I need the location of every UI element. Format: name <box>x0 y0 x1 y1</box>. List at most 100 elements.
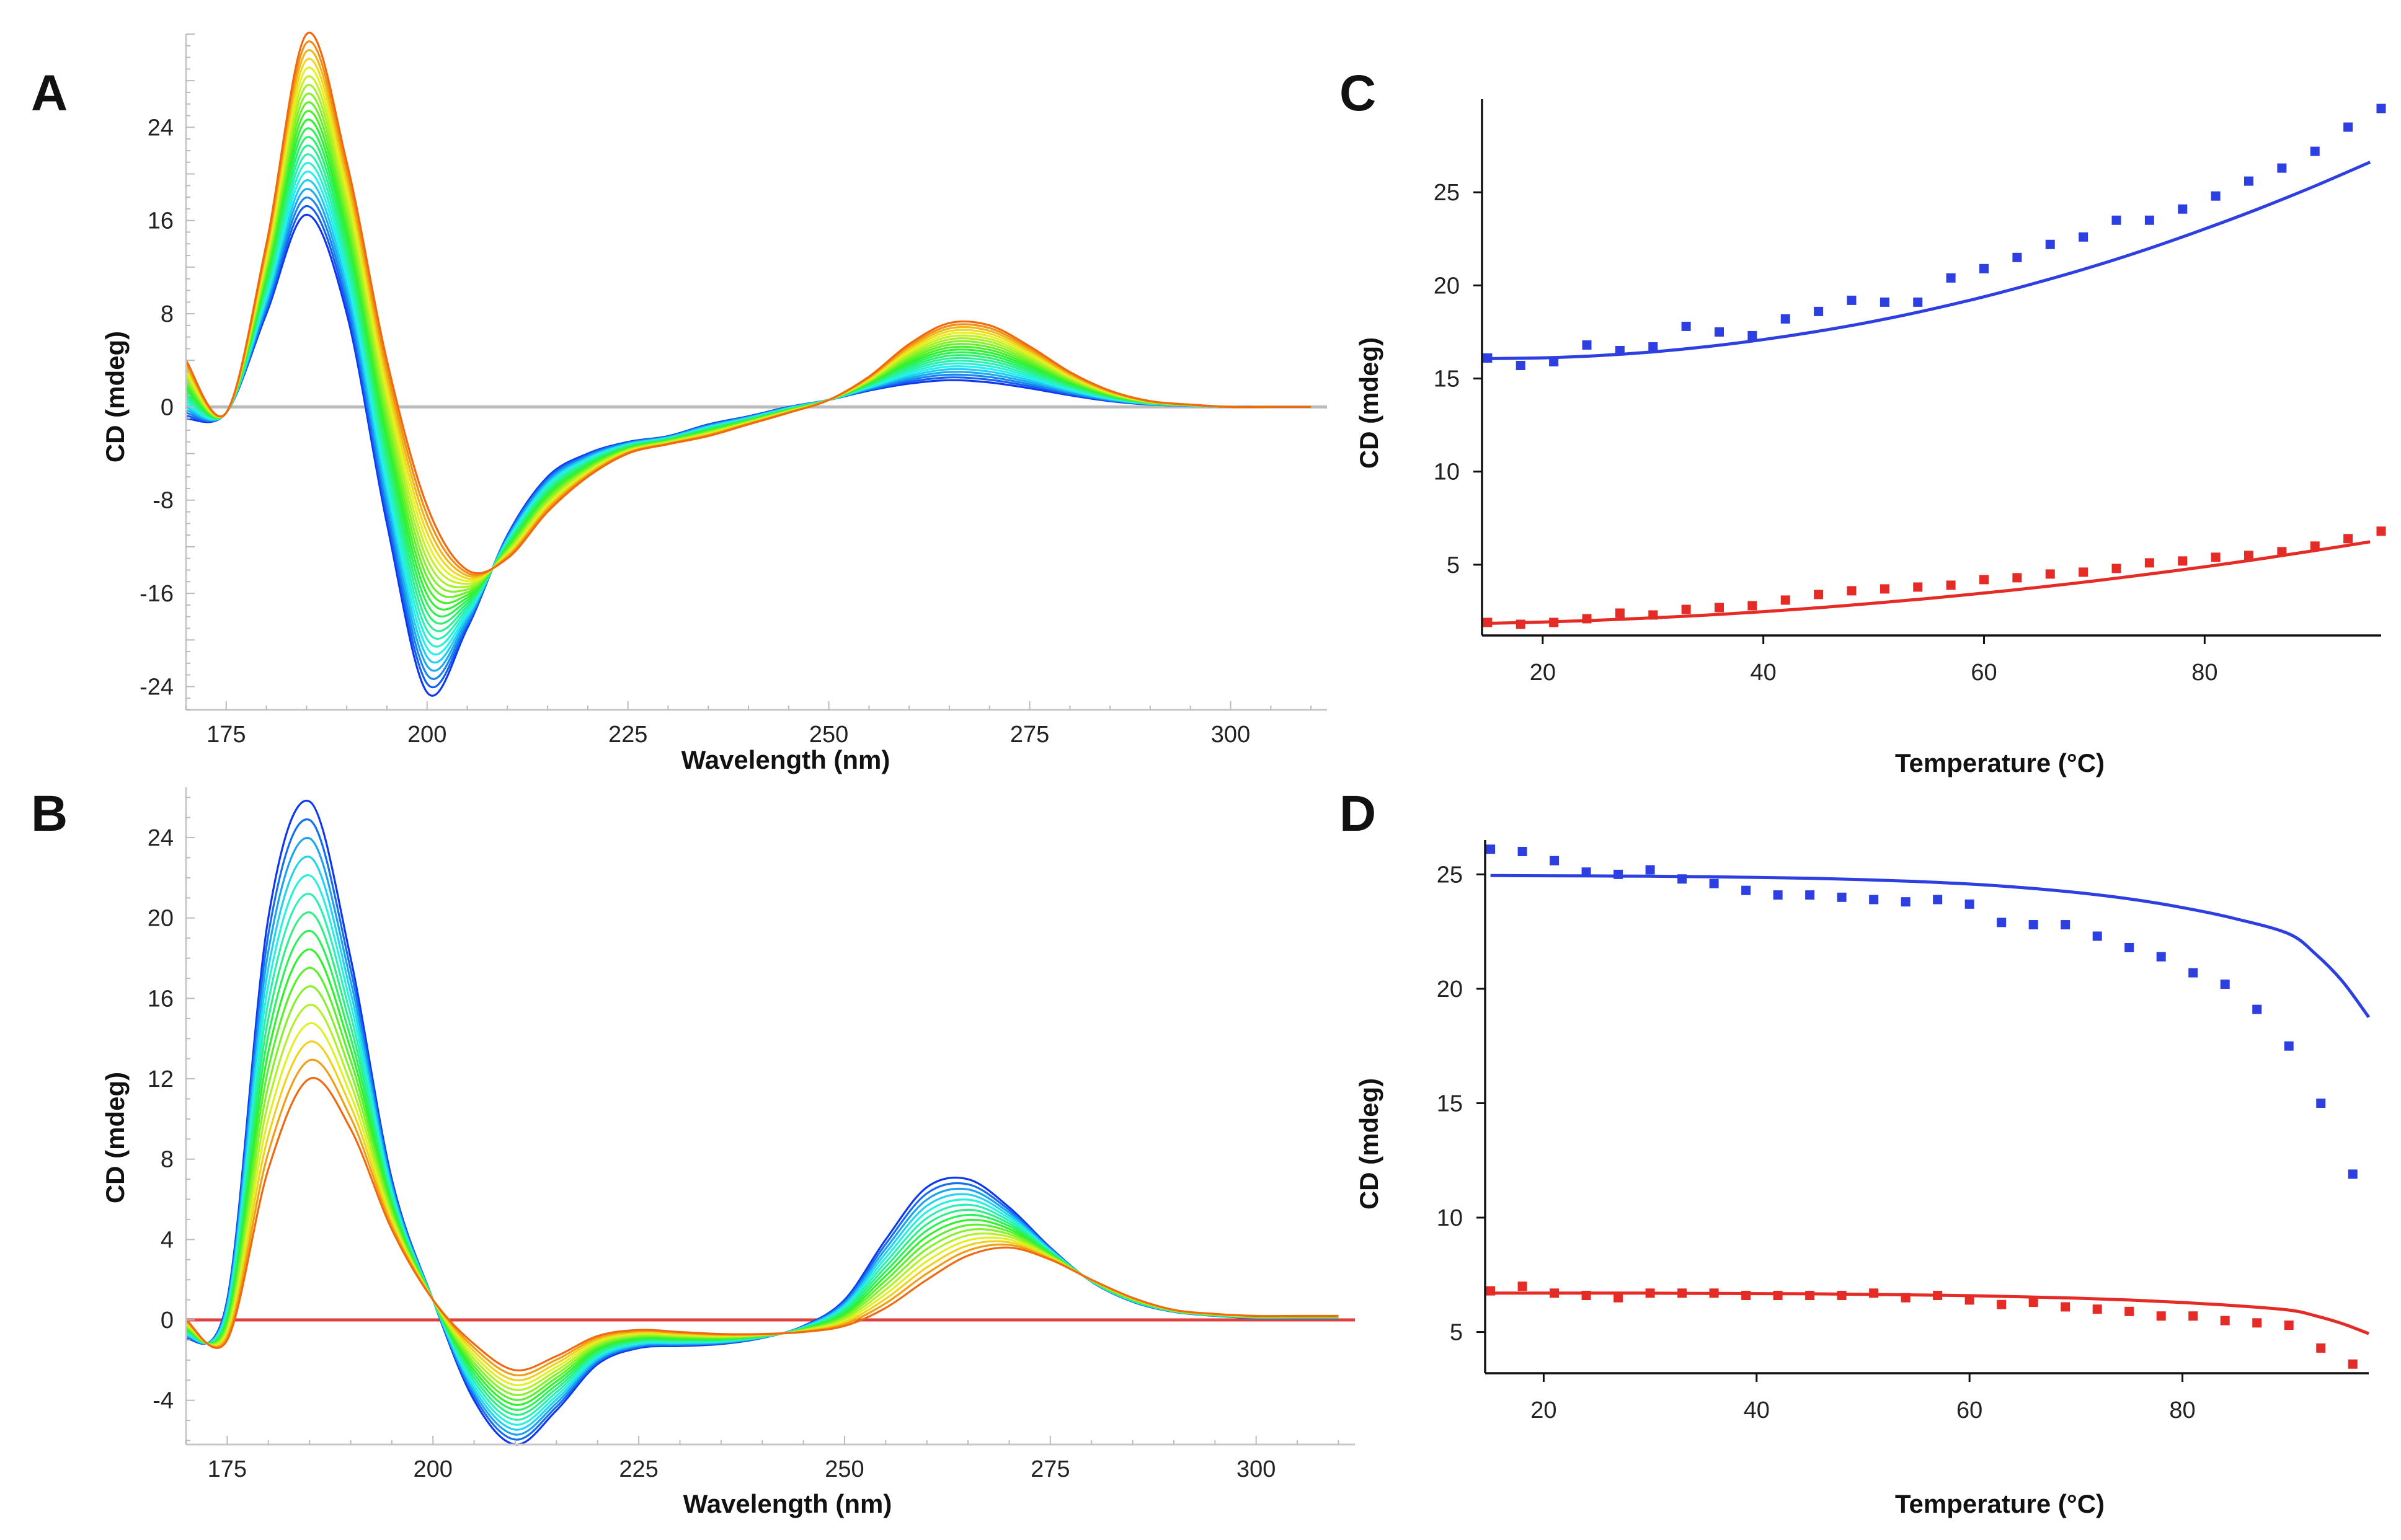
panel-b-y-tick-label: -4 <box>153 1388 174 1414</box>
panel-a-series <box>185 32 1311 697</box>
panel-c-point-blue <box>1582 340 1592 350</box>
panel-d-point-red <box>2124 1306 2134 1316</box>
panel-a-x-tick-label: 200 <box>407 722 446 748</box>
panel-d-point-blue <box>2061 920 2070 930</box>
panel-c-ticks: 20 40 60 80 25 20 15 10 5 <box>1434 180 2218 686</box>
panel-a-x-tick-label: 300 <box>1211 722 1250 748</box>
panel-a-spectrum-line <box>185 32 1311 575</box>
panel-d-axes <box>1476 840 2369 1382</box>
panel-c-point-red <box>1913 582 1923 592</box>
panel-c-point-blue <box>1681 321 1691 331</box>
panel-b-y-tick-label: 20 <box>148 906 174 932</box>
panel-d-ticks: 20 40 60 80 25 20 15 10 5 <box>1437 862 2196 1423</box>
panel-c-point-red <box>2343 534 2353 544</box>
panel-d-point-red <box>1805 1291 1815 1301</box>
panel-a-x-tick-label: 250 <box>809 722 848 748</box>
panel-b-spectrum-line <box>185 911 1339 1416</box>
panel-b-xlabel: Wavelength (nm) <box>683 1489 892 1518</box>
panel-c-point-blue <box>1715 327 1724 337</box>
panel-d-point-red <box>1581 1291 1591 1301</box>
panel-d-point-blue <box>1805 890 1815 900</box>
panel-b-y-tick-label: 4 <box>161 1227 174 1253</box>
panel-c-point-red <box>1615 608 1625 618</box>
panel-c-y-tick-label: 5 <box>1447 552 1460 578</box>
panel-d-point-blue <box>1901 897 1911 907</box>
panel-b-x-tick-label: 175 <box>208 1456 247 1482</box>
panel-c-point-red <box>2310 541 2320 551</box>
panel-d-point-blue <box>2156 952 2166 962</box>
panel-c-y-tick-label: 25 <box>1434 180 1460 206</box>
panel-a-x-tick-label: 275 <box>1010 722 1049 748</box>
panel-d-point-blue <box>2124 942 2134 952</box>
panel-c-y-tick-label: 15 <box>1434 366 1460 392</box>
panel-c-point-red <box>2012 573 2022 583</box>
panel-b-label: B <box>31 785 68 842</box>
panel-c-point-blue <box>1549 356 1559 366</box>
panel-c-point-blue <box>2079 232 2088 242</box>
panel-c-axes <box>1473 99 2381 644</box>
panel-c: C 20 40 60 80 25 20 15 10 5 Temperature (°C) CD … <box>1339 65 2386 777</box>
panel-c-x-tick-label: 80 <box>2191 660 2217 686</box>
panel-c-point-red <box>2244 551 2254 560</box>
panel-d-point-blue <box>2220 980 2230 989</box>
panel-d-point-red <box>2092 1304 2102 1314</box>
panel-d-point-blue <box>1550 856 1560 865</box>
panel-d-label: D <box>1339 785 1376 842</box>
panel-c-point-blue <box>2012 252 2022 262</box>
panel-d-point-blue <box>1741 885 1751 895</box>
panel-d-point-blue <box>1837 892 1847 902</box>
panel-d-point-red <box>1837 1291 1847 1301</box>
panel-a-spectrum-line <box>185 110 1311 604</box>
panel-c-point-blue <box>1979 263 1989 273</box>
panel-d-point-red <box>1901 1293 1911 1303</box>
panel-c-point-blue <box>1880 297 1889 307</box>
panel-d-xlabel: Temperature (°C) <box>1895 1489 2105 1518</box>
panel-b-x-tick-label: 225 <box>619 1456 658 1482</box>
panel-c-xlabel: Temperature (°C) <box>1895 748 2105 777</box>
panel-c-fit-red <box>1487 540 2371 625</box>
panel-d-point-red <box>1997 1299 2007 1309</box>
panel-d-point-blue <box>1997 918 2007 927</box>
panel-d-point-red <box>1964 1295 1974 1305</box>
panel-d-point-red <box>1517 1281 1527 1291</box>
panel-b-y-tick-label: 12 <box>148 1066 174 1092</box>
panel-c-ylabel: CD (mdeg) <box>1354 337 1383 469</box>
panel-c-point-red <box>1549 617 1559 627</box>
panel-c-point-blue <box>2211 191 2221 201</box>
panel-a-x-tick-label: 225 <box>608 722 647 748</box>
panel-b-spectrum-line <box>185 1040 1339 1381</box>
panel-c-point-red <box>1814 590 1824 600</box>
panel-c-point-red <box>2079 567 2088 577</box>
panel-d-point-blue <box>1581 867 1591 877</box>
panel-d-point-red <box>1486 1286 1496 1296</box>
panel-c-series <box>1483 104 2386 629</box>
panel-a-axes <box>185 33 1327 711</box>
panel-c-y-tick-label: 10 <box>1434 459 1460 485</box>
panel-c-point-blue <box>1847 295 1857 305</box>
panel-b-ylabel: CD (mdeg) <box>100 1072 130 1203</box>
panel-d-point-blue <box>1869 895 1879 905</box>
panel-c-point-blue <box>2310 146 2320 156</box>
panel-d-y-tick-label: 15 <box>1437 1091 1463 1117</box>
panel-b-x-tick-label: 250 <box>825 1456 864 1482</box>
panel-d-point-red <box>2028 1298 2038 1308</box>
panel-d-point-blue <box>2092 931 2102 941</box>
panel-d-ylabel: CD (mdeg) <box>1354 1078 1383 1210</box>
panel-c-point-red <box>1946 580 1956 590</box>
panel-c-point-red <box>2045 569 2055 579</box>
panel-d-point-blue <box>2188 968 2198 978</box>
panel-d-x-tick-label: 80 <box>2169 1397 2195 1423</box>
panel-a: A 175 200 225 250 275 300 24 16 8 0 -8 -16 -24 Wavel… <box>31 32 1327 774</box>
panel-c-point-blue <box>2376 104 2386 113</box>
panel-c-point-blue <box>1747 330 1757 340</box>
panel-d-point-red <box>1550 1288 1560 1298</box>
panel-a-y-tick-label: -8 <box>153 488 174 514</box>
panel-c-point-red <box>1648 610 1658 620</box>
panel-d-point-red <box>1613 1293 1623 1303</box>
panel-d-point-red <box>2220 1316 2230 1325</box>
panel-c-point-blue <box>2045 239 2055 249</box>
panel-c-point-blue <box>1946 273 1956 283</box>
panel-c-point-red <box>2211 552 2221 562</box>
panel-d-y-tick-label: 10 <box>1437 1205 1463 1231</box>
